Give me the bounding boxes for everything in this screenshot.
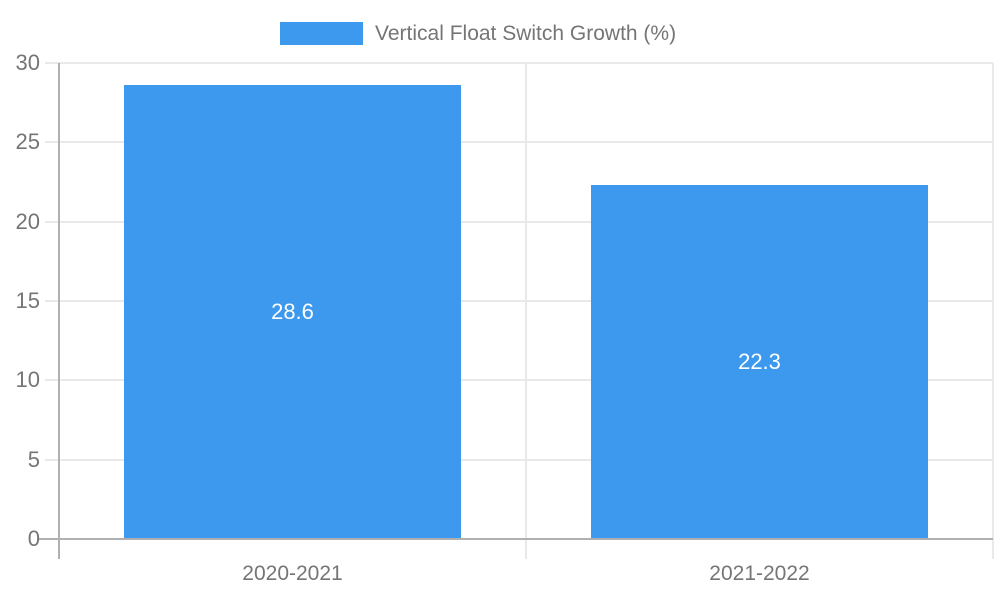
y-gridline xyxy=(45,220,993,223)
legend-label: Vertical Float Switch Growth (%) xyxy=(375,21,677,45)
y-gridline xyxy=(45,300,993,302)
legend-swatch xyxy=(280,22,363,45)
legend: Vertical Float Switch Growth (%) xyxy=(280,22,676,45)
x-tick-label: 2021-2022 xyxy=(709,562,810,585)
y-tick-label: 0 xyxy=(27,526,40,551)
bar xyxy=(591,185,928,539)
y-tick-label: 30 xyxy=(15,50,40,75)
category-boundary-line xyxy=(525,63,527,559)
y-tick-label: 5 xyxy=(27,446,40,472)
x-tick-label: 2020-2021 xyxy=(242,562,343,585)
bar-value-label: 28.6 xyxy=(271,299,314,325)
bar-value-label: 22.3 xyxy=(738,349,781,375)
y-gridline xyxy=(45,458,993,461)
y-axis-line xyxy=(58,63,60,559)
y-gridline xyxy=(45,141,993,144)
category-boundary-line xyxy=(992,63,994,559)
y-tick-label: 10 xyxy=(15,367,40,393)
y-gridline xyxy=(45,379,993,382)
x-axis-line xyxy=(37,538,993,540)
y-tick-label: 20 xyxy=(15,208,40,234)
bar xyxy=(124,85,461,539)
y-tick-label: 25 xyxy=(15,129,40,155)
y-gridline xyxy=(45,62,993,64)
y-tick-label: 15 xyxy=(15,288,40,313)
